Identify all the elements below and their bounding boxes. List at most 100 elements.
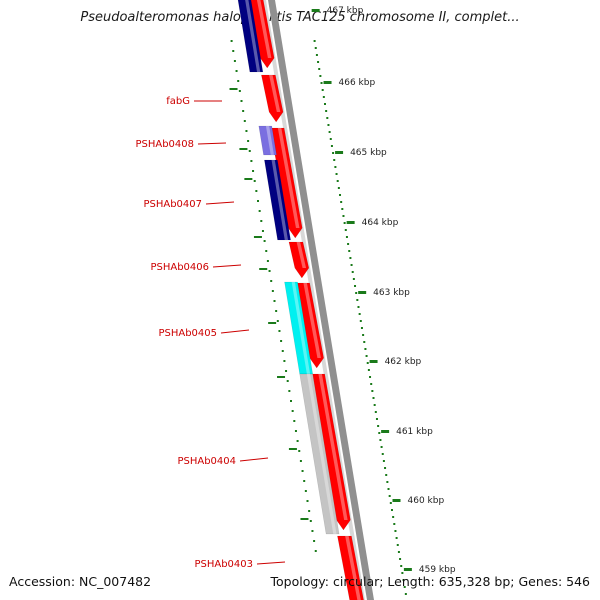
inner-tick-dot — [245, 130, 248, 132]
backbone-outer — [268, 0, 374, 600]
inner-tick-dot — [296, 440, 299, 442]
inner-tick-dot — [243, 120, 246, 122]
inner-tick-dot — [278, 330, 281, 332]
scale-tick-dot — [380, 446, 383, 448]
inner-tick-dot — [276, 320, 279, 322]
reverse-gene-5 — [299, 373, 340, 535]
scale-tick-dot — [396, 544, 399, 546]
inner-tick-dot — [283, 360, 286, 362]
scale-tick-dot — [333, 159, 336, 161]
scale-tick-dot — [393, 523, 396, 525]
inner-tick-dot — [293, 420, 296, 422]
inner-tick-dash — [268, 322, 277, 324]
scale-tick-dot — [392, 516, 395, 518]
reverse-gene-1-shape — [237, 0, 264, 73]
inner-tick-dash — [244, 178, 253, 180]
forward-gene-3-highlight — [277, 128, 300, 228]
scale-tick-dot — [323, 103, 326, 105]
inner-tick-dot — [304, 490, 307, 492]
gene-leader-line — [256, 561, 286, 565]
scale-tick-dot — [335, 173, 338, 175]
kbp-tick-label: 461 kbp — [396, 427, 433, 437]
accession-text: Accession: NC_007482 — [9, 574, 152, 589]
inner-tick-dot — [257, 200, 259, 202]
forward-gene-2 — [261, 74, 284, 123]
scale-tick-dot — [385, 474, 388, 476]
inner-tick-dot — [301, 470, 304, 472]
scale-tick-dot — [381, 453, 384, 455]
inner-tick-dot — [235, 70, 238, 72]
scale-tick-dot — [339, 194, 342, 196]
inner-tick-dot — [266, 260, 269, 262]
scale-major-tick — [311, 9, 320, 12]
gene-leader-line — [212, 264, 242, 268]
scale-tick-dot — [377, 425, 380, 427]
inner-tick-dot — [268, 270, 271, 272]
scale-tick-dot — [352, 278, 355, 280]
scale-tick-dot — [364, 348, 367, 350]
reverse-gene-2 — [258, 125, 277, 156]
scale-tick-dot — [354, 285, 357, 287]
gene-leader-line — [205, 201, 235, 205]
scale-tick-dot — [348, 250, 351, 252]
inner-tick-dot — [311, 530, 314, 532]
scale-tick-dot — [399, 558, 402, 560]
scale-tick-dot — [317, 61, 320, 63]
inner-tick-dot — [308, 510, 311, 512]
inner-tick-dot — [263, 240, 266, 242]
scale-tick-dot — [341, 208, 344, 210]
scale-tick-dot — [395, 537, 398, 539]
inner-tick-dot — [250, 160, 253, 162]
scale-tick-dot — [340, 201, 343, 203]
inner-tick-dot — [237, 80, 240, 82]
inner-tick-dot — [306, 500, 309, 502]
gene-label-pshab0408[interactable]: PSHAb0408 — [135, 139, 194, 150]
forward-gene-7 — [337, 535, 364, 600]
scale-tick-dot — [374, 411, 377, 413]
scale-tick-dot — [345, 236, 348, 238]
gene-label-pshab0407[interactable]: PSHAb0407 — [143, 199, 202, 210]
gene-label-fabg[interactable]: fabG — [166, 96, 190, 107]
inner-tick-dot — [242, 110, 245, 112]
scale-tick-dot — [362, 334, 365, 336]
scale-tick-dot — [347, 243, 350, 245]
forward-gene-2-shape — [261, 74, 284, 123]
gene-label-pshab0406[interactable]: PSHAb0406 — [150, 262, 209, 273]
scale-tick-dot — [382, 460, 385, 462]
forward-gene-1-highlight — [256, 0, 272, 58]
scale-major-tick — [323, 81, 332, 84]
kbp-tick-label: 463 kbp — [373, 288, 410, 298]
scale-tick-dot — [387, 488, 390, 490]
inner-tick-dash — [229, 88, 238, 90]
gene-label-pshab0405[interactable]: PSHAb0405 — [158, 328, 217, 339]
inner-tick-dot — [298, 450, 301, 452]
gene-label-pshab0404[interactable]: PSHAb0404 — [177, 456, 236, 467]
scale-tick-dot — [325, 110, 328, 112]
reverse-gene-1-highlight — [245, 0, 261, 72]
kbp-tick-label: 464 kbp — [362, 218, 399, 228]
reverse-gene-3-highlight — [271, 160, 288, 240]
scale-tick-dot — [314, 47, 317, 49]
inner-tick-dash — [239, 148, 248, 150]
inner-tick-dot — [247, 140, 250, 142]
scale-tick-dot — [313, 40, 316, 42]
inner-tick-dot — [273, 300, 276, 302]
inner-tick-dot — [271, 290, 274, 292]
gene-label-pshab0403[interactable]: PSHAb0403 — [194, 559, 253, 570]
scale-tick-dot — [326, 117, 329, 119]
inner-tick-dash — [253, 236, 262, 238]
scale-tick-dot — [401, 572, 404, 574]
scale-tick-dot — [342, 215, 345, 217]
inner-tick-dot — [291, 410, 294, 412]
scale-tick-dot — [378, 432, 381, 434]
kbp-tick-label: 465 kbp — [350, 148, 387, 158]
inner-tick-dash — [277, 376, 286, 378]
kbp-tick-label: 467 kbp — [327, 6, 364, 16]
scale-tick-dot — [318, 68, 321, 70]
reverse-gene-3 — [264, 159, 291, 241]
inner-tick-dash — [259, 268, 268, 270]
inner-tick-dot — [280, 340, 283, 342]
forward-gene-6-highlight — [318, 374, 348, 520]
forward-gene-4-shape — [288, 241, 310, 279]
